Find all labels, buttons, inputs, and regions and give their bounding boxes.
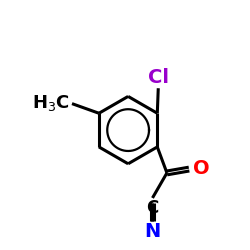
Text: Cl: Cl bbox=[148, 68, 169, 87]
Text: H$_3$C: H$_3$C bbox=[32, 93, 70, 113]
Text: C: C bbox=[146, 198, 158, 216]
Text: O: O bbox=[193, 158, 210, 178]
Text: N: N bbox=[144, 222, 160, 241]
